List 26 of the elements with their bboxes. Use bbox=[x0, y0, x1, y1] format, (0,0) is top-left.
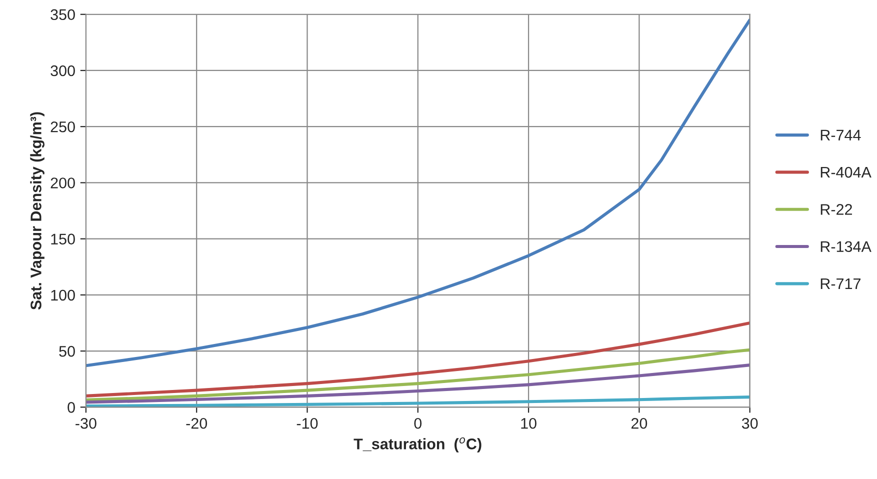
legend-label: R-134A bbox=[820, 241, 872, 252]
y-axis-title: Sat. Vapour Density (kg/m³) bbox=[30, 112, 44, 310]
x-axis-title: T_saturation ($^{o}$C) bbox=[354, 437, 482, 452]
line-series bbox=[86, 348, 750, 402]
legend-label: R-744 bbox=[820, 130, 861, 140]
y-tick-label: 250 bbox=[50, 121, 75, 132]
y-tick-label: 150 bbox=[51, 234, 75, 244]
y-tick-label: 100 bbox=[51, 290, 75, 301]
legend-label: R-717 bbox=[820, 278, 860, 290]
line-series bbox=[86, 321, 750, 398]
x-tick-label: -30 bbox=[76, 418, 96, 429]
line-series bbox=[86, 364, 750, 404]
y-tick-label: 0 bbox=[68, 402, 75, 413]
y-tick-label: 50 bbox=[59, 346, 75, 357]
legend-label: R-404A bbox=[820, 166, 872, 178]
x-tick-label: 10 bbox=[521, 418, 536, 429]
x-tick-label: -10 bbox=[296, 418, 318, 429]
legend-label: R-22 bbox=[820, 204, 852, 215]
x-tick-label: 20 bbox=[631, 418, 648, 429]
x-tick-label: -20 bbox=[186, 418, 208, 429]
y-tick-label: 350 bbox=[50, 9, 75, 20]
y-tick-label: 200 bbox=[50, 178, 75, 188]
x-tick-label: 30 bbox=[742, 418, 758, 429]
line-series bbox=[86, 18, 750, 368]
y-tick-label: 300 bbox=[50, 65, 75, 76]
x-tick-label: 0 bbox=[414, 418, 422, 429]
